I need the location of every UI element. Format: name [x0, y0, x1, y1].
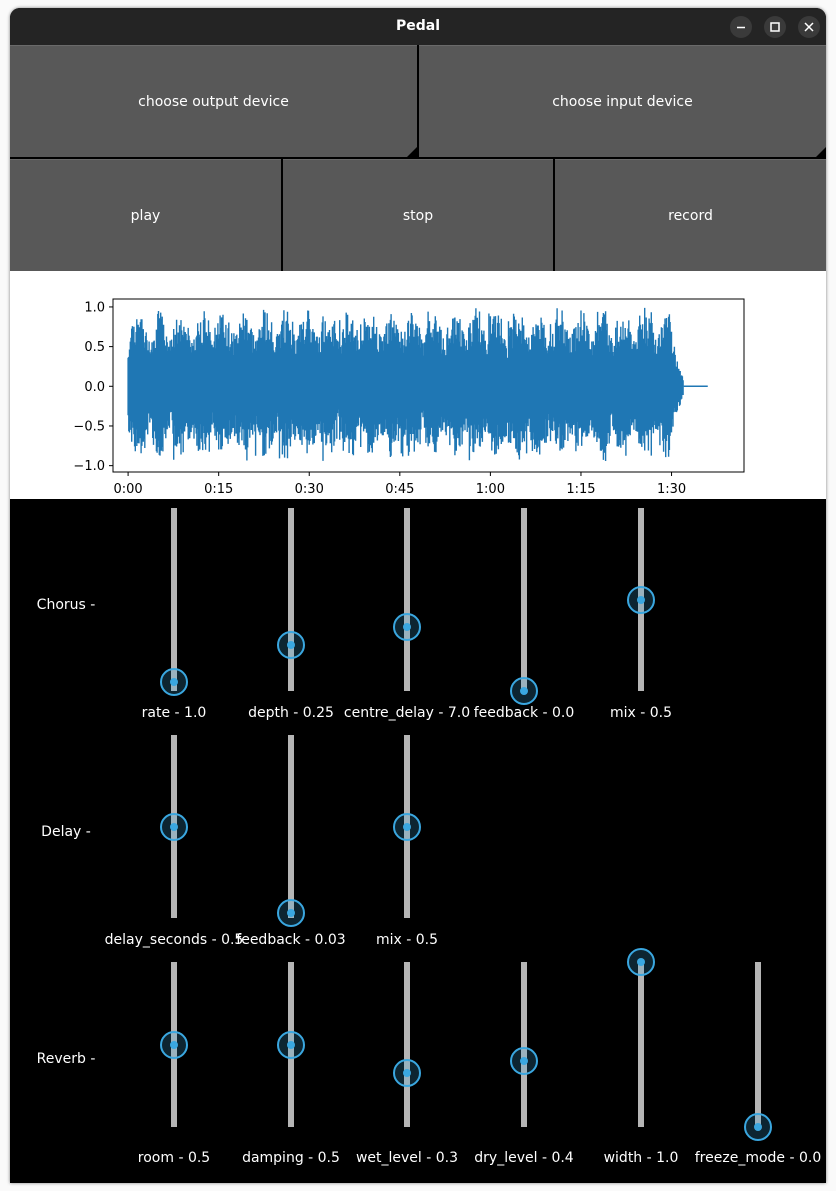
slider-track[interactable]	[521, 962, 527, 1127]
slider-label: wet_level - 0.3	[355, 1150, 459, 1166]
slider-label: freeze_mode - 0.0	[694, 1150, 822, 1166]
y-tick-label: 0.0	[84, 380, 105, 395]
record-button[interactable]: record	[555, 159, 826, 271]
slider-handle[interactable]	[160, 1030, 188, 1059]
y-tick-label: −1.0	[73, 459, 105, 474]
play-button[interactable]: play	[10, 159, 281, 271]
waveform-series	[127, 307, 684, 461]
effect-name-delay: Delay -	[41, 824, 91, 840]
slider-handle[interactable]	[277, 898, 305, 927]
maximize-icon[interactable]	[764, 16, 786, 38]
dropdown-indicator-icon	[816, 147, 826, 157]
choose-output-device-button[interactable]: choose output device	[10, 45, 417, 157]
slider-label: width - 1.0	[603, 1150, 679, 1166]
slider-handle[interactable]	[277, 1030, 305, 1059]
dropdown-indicator-icon	[407, 147, 417, 157]
choose-input-device-label: choose input device	[552, 93, 693, 110]
slider-label: rate - 1.0	[141, 705, 207, 721]
plot-frame	[112, 298, 745, 473]
slider-handle[interactable]	[393, 612, 421, 641]
minimize-icon[interactable]	[730, 16, 752, 38]
slider-handle[interactable]	[510, 1047, 538, 1075]
slider-label: depth - 0.25	[248, 705, 334, 721]
effect-name-reverb: Reverb -	[36, 1051, 96, 1067]
slider-label: feedback - 0.0	[473, 705, 575, 721]
slider-label: centre_delay - 7.0	[343, 705, 471, 721]
x-tick-label: 1:30	[657, 482, 686, 497]
play-label: play	[130, 207, 161, 224]
waveform-plot: 1.0 0.5 0.0 −0.5 −1.0 0:00 0:15 0:30 0:45 1:00 1:1…	[10, 271, 826, 499]
close-icon[interactable]	[798, 16, 820, 38]
slider-track[interactable]	[521, 508, 527, 691]
x-tick-label: 1:00	[476, 482, 505, 497]
slider-label: mix - 0.5	[375, 932, 439, 948]
stop-button[interactable]: stop	[283, 159, 553, 271]
waveform-chart: 1.0 0.5 0.0 −0.5 −1.0 0:00 0:15 0:30 0:45 1:00 1:1…	[73, 298, 745, 497]
slider-label: room - 0.5	[137, 1150, 211, 1166]
slider-track[interactable]	[171, 508, 177, 691]
slider-track[interactable]	[755, 962, 761, 1127]
slider-track[interactable]	[288, 508, 294, 691]
slider-handle[interactable]	[277, 631, 305, 660]
slider-track[interactable]	[404, 508, 410, 691]
slider-label: damping - 0.5	[242, 1150, 340, 1166]
slider-handle[interactable]	[510, 677, 538, 705]
slider-label: feedback - 0.03	[236, 932, 346, 948]
slider-handle[interactable]	[627, 948, 655, 976]
slider-handle[interactable]	[160, 667, 188, 696]
y-tick-label: 0.5	[84, 340, 105, 355]
slider-track[interactable]	[638, 962, 644, 1127]
x-tick-label: 0:30	[295, 482, 324, 497]
slider-handle[interactable]	[160, 812, 188, 841]
slider-label: mix - 0.5	[609, 705, 673, 721]
x-tick-label: 0:45	[385, 482, 414, 497]
record-label: record	[668, 207, 713, 224]
x-tick-label: 0:00	[113, 482, 142, 497]
app-window: Pedal choose output device choose input …	[10, 8, 826, 1183]
slider-label: delay_seconds - 0.5	[104, 932, 244, 948]
slider-handle[interactable]	[393, 812, 421, 841]
choose-output-device-label: choose output device	[138, 93, 289, 110]
stop-label: stop	[402, 207, 434, 224]
effect-name-chorus: Chorus -	[36, 597, 96, 613]
slider-handle[interactable]	[627, 585, 655, 614]
slider-track[interactable]	[404, 962, 410, 1127]
slider-handle[interactable]	[393, 1058, 421, 1087]
window-title: Pedal	[395, 18, 441, 34]
choose-input-device-button[interactable]: choose input device	[419, 45, 826, 157]
y-tick-label: −0.5	[73, 419, 105, 434]
x-tick-label: 1:15	[566, 482, 595, 497]
title-bar: Pedal	[10, 8, 826, 45]
slider-track[interactable]	[288, 735, 294, 918]
x-tick-label: 0:15	[204, 482, 233, 497]
y-tick-label: 1.0	[84, 300, 105, 315]
slider-label: dry_level - 0.4	[474, 1150, 574, 1166]
slider-handle[interactable]	[744, 1113, 772, 1141]
